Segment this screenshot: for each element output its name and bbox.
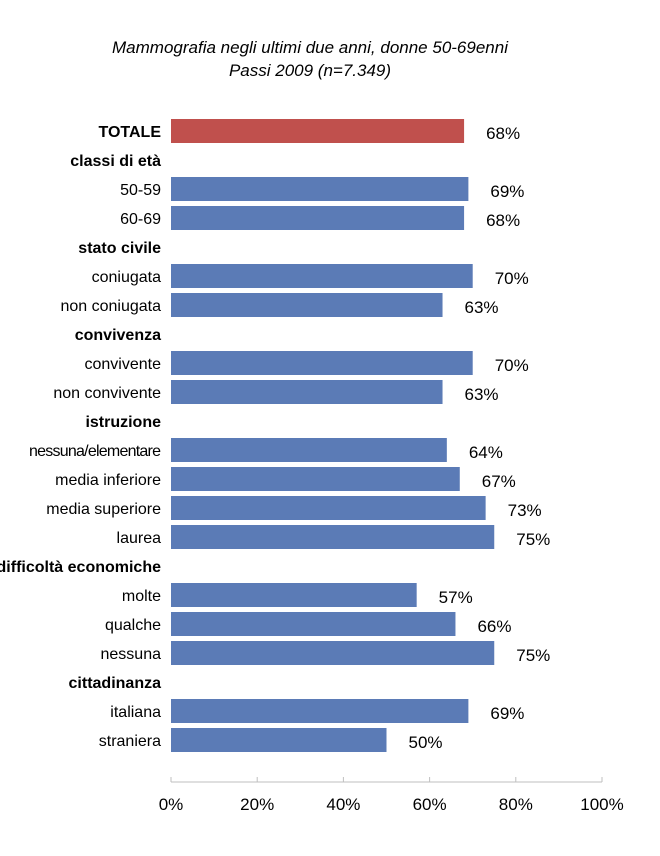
x-tick-label: 60% [413,795,447,814]
bar [171,467,460,491]
bar [171,206,465,230]
category-header: difficoltà economiche [0,559,161,576]
category-label: nessuna [101,646,162,663]
x-tick-label: 20% [240,795,274,814]
bar [171,177,469,201]
category-header: istruzione [85,414,161,431]
category-header: convivenza [75,327,161,344]
bar [171,699,469,723]
category-label: TOTALE [98,124,161,141]
category-label: straniera [99,733,161,750]
category-header: stato civile [78,240,161,257]
data-label: 50% [409,733,443,752]
data-label: 75% [516,530,550,549]
data-label: 63% [465,385,499,404]
x-tick-label: 0% [159,795,184,814]
data-label: 70% [495,356,529,375]
category-header: cittadinanza [69,675,162,692]
data-label: 68% [486,124,520,143]
data-label: 70% [495,269,529,288]
category-label: media superiore [46,501,161,518]
bar [171,612,456,636]
x-tick-label: 40% [326,795,360,814]
category-label: molte [122,588,161,605]
data-label: 69% [490,182,524,201]
data-label: 75% [516,646,550,665]
category-label: convivente [85,356,162,373]
bar [171,293,443,317]
category-label: nessuna/elementare [29,443,161,460]
category-label: media inferiore [55,472,161,489]
data-label: 66% [477,617,511,636]
category-label: laurea [117,530,162,547]
data-label: 68% [486,211,520,230]
bar [171,728,387,752]
bar [171,641,495,665]
category-label: 50-59 [120,182,161,199]
category-label: coniugata [92,269,161,286]
chart-title: Mammografia negli ultimi due anni, donne… [112,38,508,57]
bar [171,496,486,520]
data-label: 57% [439,588,473,607]
category-label: italiana [110,704,161,721]
category-label: non coniugata [60,298,161,315]
bar [171,380,443,404]
bar [171,583,417,607]
x-tick-label: 80% [499,795,533,814]
category-label: 60-69 [120,211,161,228]
category-header: classi di età [70,153,161,170]
category-label: non convivente [53,385,161,402]
bar [171,119,465,143]
data-label: 67% [482,472,516,491]
data-label: 73% [508,501,542,520]
bar [171,264,473,288]
bar [171,351,473,375]
chart-subtitle: Passi 2009 (n=7.349) [228,61,392,80]
x-tick-label: 100% [580,795,623,814]
category-label: qualche [105,617,161,634]
bar [171,525,495,549]
data-label: 63% [465,298,499,317]
bar [171,438,447,462]
data-label: 64% [469,443,503,462]
data-label: 69% [490,704,524,723]
